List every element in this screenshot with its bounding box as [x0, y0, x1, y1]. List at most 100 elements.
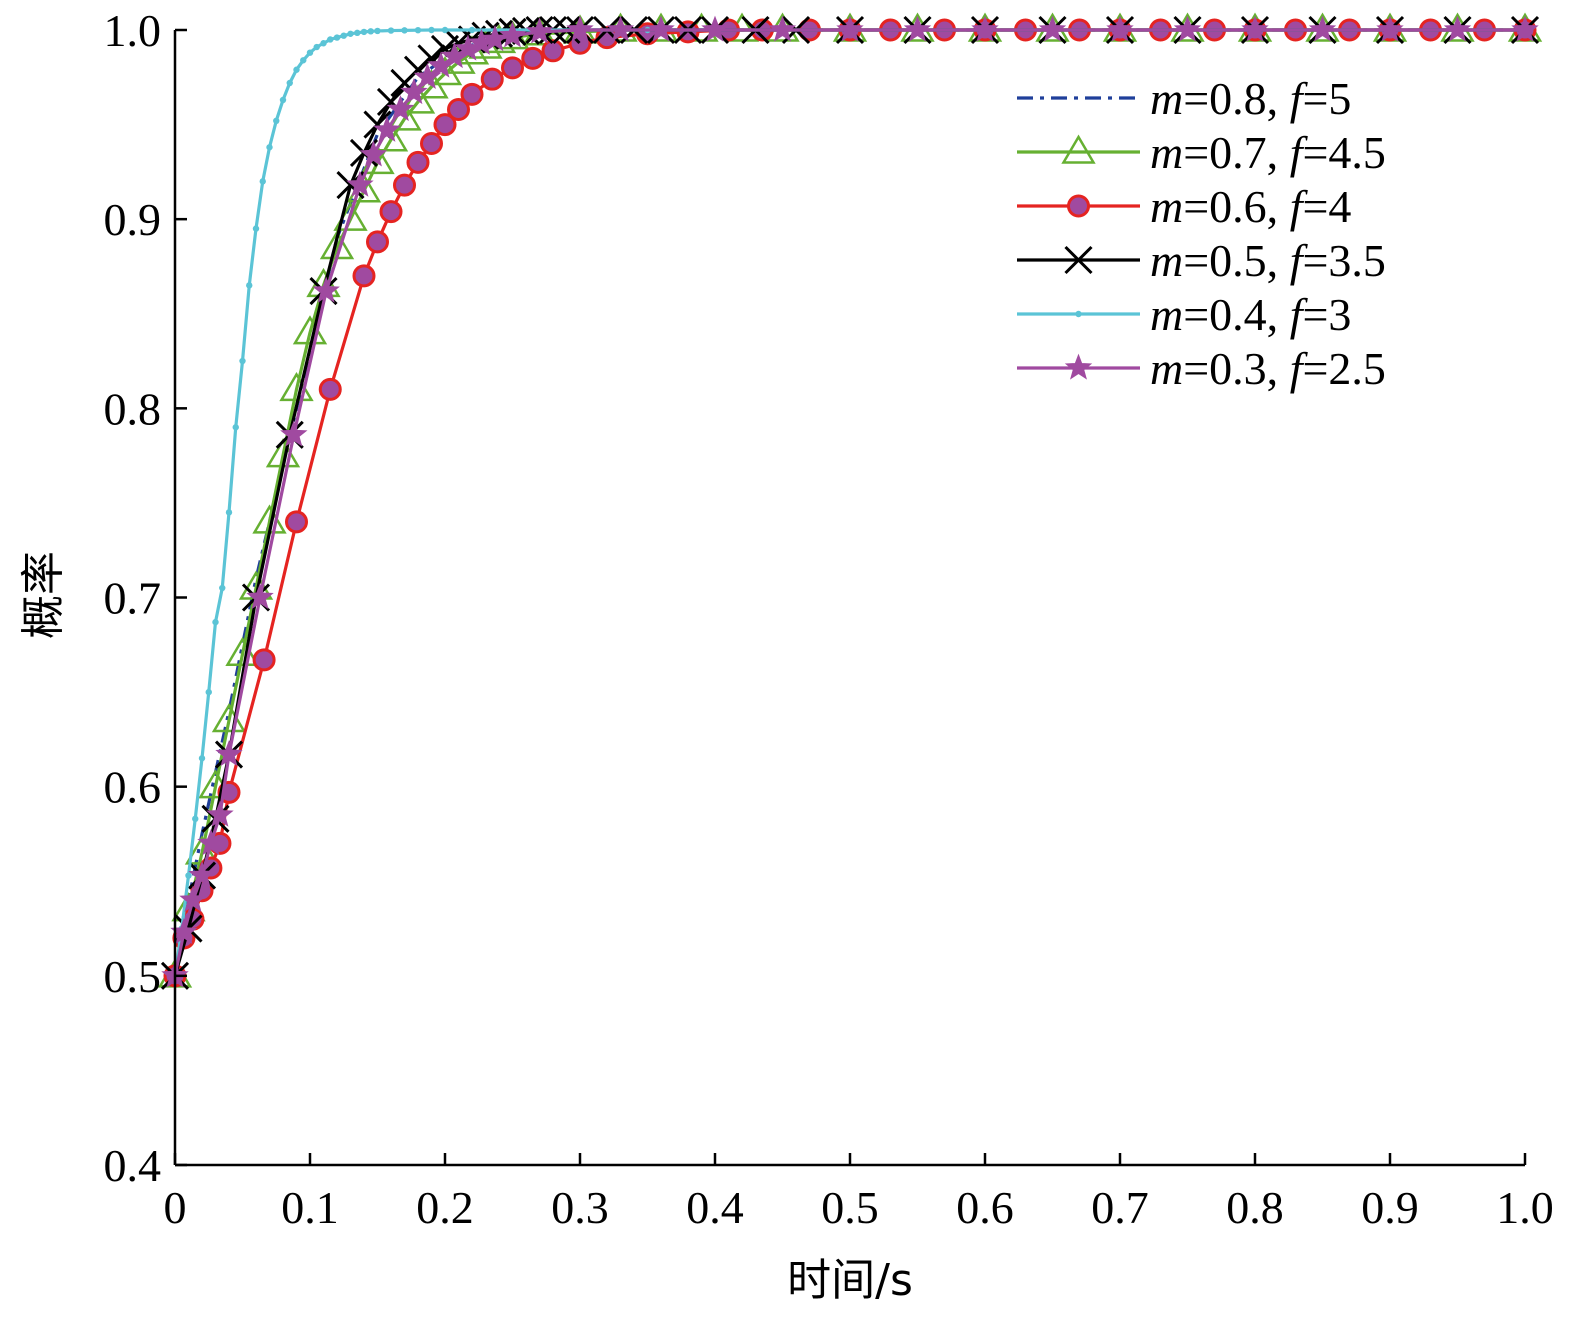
data-point — [346, 170, 374, 197]
data-point — [340, 32, 347, 39]
x-tick-label: 0 — [164, 1182, 187, 1233]
y-tick-label: 0.4 — [104, 1140, 162, 1191]
data-point — [352, 264, 376, 288]
legend-label-m: m — [1150, 181, 1183, 232]
data-point — [212, 618, 219, 626]
data-point — [205, 688, 212, 696]
data-point — [354, 29, 361, 37]
data-point — [468, 26, 476, 34]
x-tick-label: 0.9 — [1361, 1182, 1419, 1233]
data-point — [306, 49, 314, 56]
data-point — [185, 872, 192, 879]
data-point — [1038, 15, 1067, 42]
legend-label: m=0.3, f=2.5 — [1150, 343, 1386, 394]
data-point — [359, 140, 388, 167]
data-point — [460, 82, 484, 106]
data-point — [347, 30, 354, 37]
legend-label-m-value: =0.8, — [1183, 73, 1289, 124]
data-point — [373, 115, 401, 142]
y-tick-label: 1.0 — [104, 5, 162, 56]
legend-label: m=0.4, f=3 — [1150, 289, 1351, 340]
y-tick-label: 0.5 — [104, 951, 162, 1002]
data-point — [318, 377, 342, 401]
legend-label-m: m — [1150, 235, 1183, 286]
x-tick-label: 0.6 — [956, 1182, 1014, 1233]
data-point — [192, 815, 199, 823]
data-point — [525, 17, 554, 44]
data-point — [285, 510, 308, 534]
y-tick-label: 0.7 — [104, 573, 162, 624]
legend-label-m-value: =0.6, — [1183, 181, 1289, 232]
data-point — [360, 28, 368, 36]
legend-entry-4: m=0.5, f=3.5 — [1017, 235, 1386, 286]
data-point — [300, 57, 307, 64]
data-point — [566, 15, 594, 42]
data-point — [379, 200, 403, 224]
data-point — [188, 861, 216, 888]
legend-label-m: m — [1150, 73, 1183, 124]
legend-label-m-value: =0.4, — [1183, 289, 1289, 340]
data-point — [1061, 134, 1096, 164]
y-tick-label: 0.6 — [104, 762, 162, 813]
legend-entry-5: m=0.4, f=3 — [1017, 289, 1351, 340]
data-point — [1173, 15, 1202, 42]
legend-entry-3: m=0.6, f=4 — [1017, 181, 1351, 232]
legend-label: m=0.7, f=4.5 — [1150, 127, 1386, 178]
data-point — [219, 584, 226, 592]
data-point — [313, 43, 320, 51]
data-point — [400, 78, 428, 105]
data-point — [541, 39, 565, 63]
legend-label-f-value: =4 — [1302, 181, 1351, 232]
data-point — [414, 26, 422, 34]
data-point — [225, 509, 233, 516]
data-point — [179, 885, 207, 912]
x-tick-label: 0.4 — [686, 1182, 744, 1233]
legend-label: m=0.5, f=3.5 — [1150, 235, 1386, 286]
data-point — [768, 15, 797, 42]
data-point — [327, 36, 334, 43]
data-point — [401, 27, 408, 34]
data-point — [903, 15, 932, 42]
data-point — [647, 15, 675, 42]
legend-label-m: m — [1150, 127, 1183, 178]
x-tick-label: 0.3 — [551, 1182, 609, 1233]
x-tick-label: 0.7 — [1091, 1182, 1149, 1233]
data-point — [246, 583, 274, 610]
legend-label-m: m — [1150, 343, 1183, 394]
data-point — [480, 67, 504, 91]
data-point — [420, 132, 443, 155]
y-tick-label: 0.8 — [104, 383, 162, 434]
y-axis-label: 概率 — [18, 551, 69, 639]
y-tick-label: 0.9 — [104, 194, 162, 245]
data-point — [279, 96, 287, 104]
data-point — [433, 113, 457, 137]
data-point — [1511, 15, 1539, 42]
x-tick-label: 0.5 — [821, 1182, 879, 1233]
data-point — [232, 424, 239, 431]
legend-label-f-value: =3 — [1302, 289, 1351, 340]
legend-label: m=0.6, f=4 — [1150, 181, 1351, 232]
data-point — [498, 21, 527, 48]
data-point — [197, 829, 225, 856]
data-point — [1067, 194, 1090, 218]
data-point — [367, 28, 374, 35]
legend-label-f-value: =5 — [1302, 73, 1351, 124]
data-point — [447, 97, 470, 121]
legend: m=0.8, f=5m=0.7, f=4.5m=0.6, f=4m=0.5, f… — [1017, 73, 1386, 394]
data-point — [206, 800, 234, 827]
data-point — [320, 40, 327, 47]
data-point — [252, 225, 260, 232]
data-point — [286, 79, 293, 87]
data-point — [836, 15, 864, 42]
data-point — [501, 56, 524, 80]
data-point — [252, 648, 276, 672]
legend-label-m-value: =0.3, — [1183, 343, 1289, 394]
data-point — [521, 46, 545, 70]
data-point — [387, 27, 395, 34]
data-point — [1064, 245, 1093, 275]
legend-entry-6: m=0.3, f=2.5 — [1017, 343, 1386, 394]
series-6 — [161, 15, 1539, 988]
data-point — [1376, 15, 1404, 42]
legend-label-m-value: =0.7, — [1183, 127, 1289, 178]
